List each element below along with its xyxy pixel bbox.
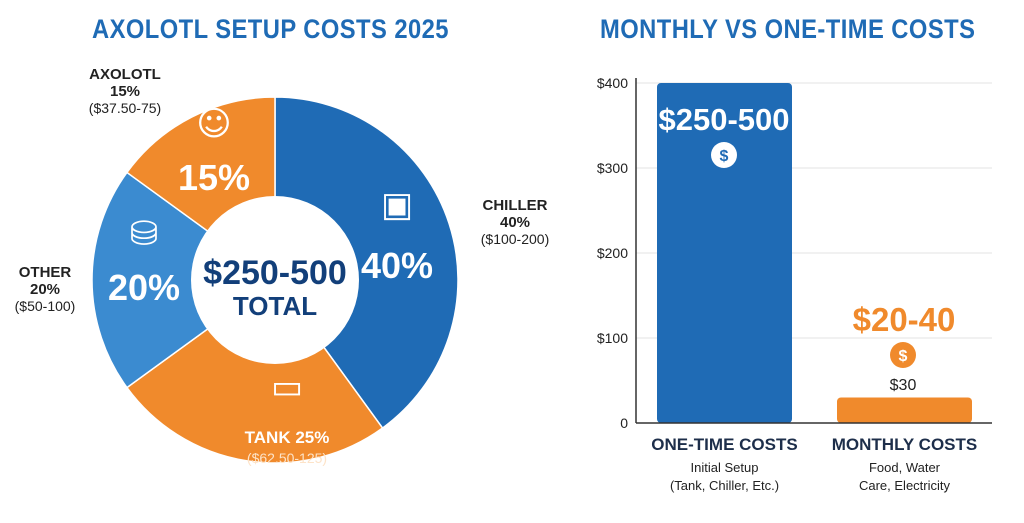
label-axolotl: AXOLOTL 15% ($37.50-75) (80, 66, 170, 117)
pie-slice-chiller (274, 96, 459, 430)
fan-icon: ▣ (381, 185, 413, 225)
y-tick-label: 0 (620, 415, 628, 431)
label-other-name: OTHER (18, 264, 72, 281)
label-other-pct: 20% (29, 281, 61, 298)
slice-label-chiller: 40% (361, 245, 433, 286)
dollar-icon-glyph: $ (720, 148, 729, 165)
label-chiller-name: CHILLER (482, 197, 548, 214)
bar-one-time (657, 83, 792, 423)
dollar-icon (890, 342, 916, 368)
category-sublabel: Care, Electricity (859, 478, 951, 493)
center-total-value: $250-500 (203, 254, 347, 292)
center-total-caption: TOTAL (233, 291, 317, 321)
dollar-icon (711, 142, 737, 168)
y-tick-label: $200 (597, 245, 628, 261)
category-label: MONTHLY COSTS (832, 435, 977, 454)
y-tick-label: $300 (597, 160, 628, 176)
category-label: ONE-TIME COSTS (651, 435, 797, 454)
bar-title: MONTHLY VS ONE-TIME COSTS (600, 14, 976, 44)
category-sublabel: Food, Water (869, 460, 941, 475)
label-chiller-pct: 40% (499, 214, 531, 231)
slice-range-tank: ($62.50-125) (247, 450, 327, 466)
bar-value-label: $30 (890, 377, 917, 394)
pie-title: AXOLOTL SETUP COSTS 2025 (92, 14, 449, 44)
category-sublabel: (Tank, Chiller, Etc.) (670, 478, 779, 493)
aquarium-icon: ▭ (271, 367, 303, 407)
y-tick-label: $100 (597, 330, 628, 346)
label-chiller-range: ($100-200) (480, 231, 550, 247)
category-sublabel: Initial Setup (691, 460, 759, 475)
label-chiller: CHILLER 40% ($100-200) (470, 197, 560, 248)
pie-slice-tank (125, 278, 384, 464)
label-axolotl-pct: 15% (109, 83, 141, 100)
dollar-icon-glyph: $ (899, 348, 908, 365)
slice-label-axolotl: 15% (178, 157, 250, 198)
bar-range-label: $250-500 (658, 102, 789, 137)
label-axolotl-range: ($37.50-75) (88, 100, 162, 116)
slice-label-tank: TANK 25% (245, 428, 330, 447)
label-other: OTHER 20% ($50-100) (5, 264, 85, 315)
label-other-range: ($50-100) (14, 298, 76, 314)
label-axolotl-name: AXOLOTL (89, 66, 161, 83)
bar-range-label: $20-40 (853, 301, 956, 338)
slice-label-other: 20% (108, 267, 180, 308)
axolotl-icon: ☺ (196, 104, 231, 144)
pie-center-hole (191, 196, 359, 364)
supplies-icon: ⛁ (130, 214, 159, 254)
bar-monthly (837, 397, 972, 423)
pie-slice-other (91, 171, 277, 389)
y-tick-label: $400 (597, 75, 628, 91)
